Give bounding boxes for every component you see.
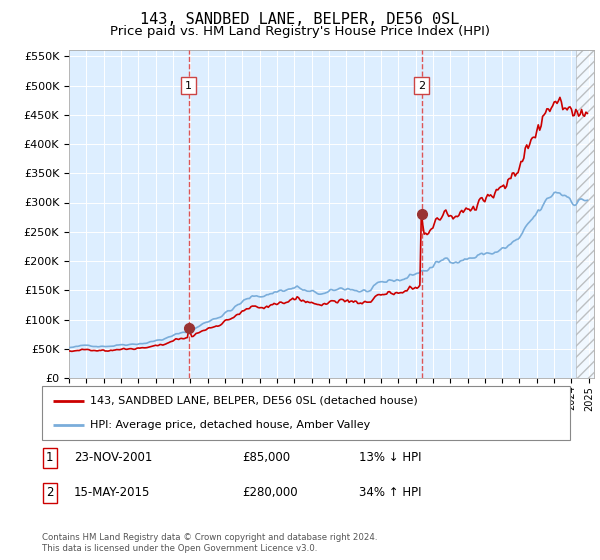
- Text: 2: 2: [46, 486, 53, 500]
- Text: HPI: Average price, detached house, Amber Valley: HPI: Average price, detached house, Ambe…: [89, 420, 370, 430]
- Text: 1: 1: [185, 81, 192, 91]
- Text: 143, SANDBED LANE, BELPER, DE56 0SL (detached house): 143, SANDBED LANE, BELPER, DE56 0SL (det…: [89, 396, 417, 406]
- Text: 13% ↓ HPI: 13% ↓ HPI: [359, 451, 421, 464]
- Text: Price paid vs. HM Land Registry's House Price Index (HPI): Price paid vs. HM Land Registry's House …: [110, 25, 490, 38]
- Text: 2: 2: [418, 81, 425, 91]
- Text: 1: 1: [46, 451, 53, 464]
- Text: £280,000: £280,000: [242, 486, 298, 500]
- Text: 23-NOV-2001: 23-NOV-2001: [74, 451, 152, 464]
- Text: 143, SANDBED LANE, BELPER, DE56 0SL: 143, SANDBED LANE, BELPER, DE56 0SL: [140, 12, 460, 27]
- Text: £85,000: £85,000: [242, 451, 291, 464]
- Bar: [576, 50, 594, 378]
- Text: 15-MAY-2015: 15-MAY-2015: [74, 486, 150, 500]
- FancyBboxPatch shape: [42, 386, 570, 440]
- Text: 34% ↑ HPI: 34% ↑ HPI: [359, 486, 421, 500]
- Text: Contains HM Land Registry data © Crown copyright and database right 2024.: Contains HM Land Registry data © Crown c…: [42, 533, 377, 542]
- Text: This data is licensed under the Open Government Licence v3.0.: This data is licensed under the Open Gov…: [42, 544, 317, 553]
